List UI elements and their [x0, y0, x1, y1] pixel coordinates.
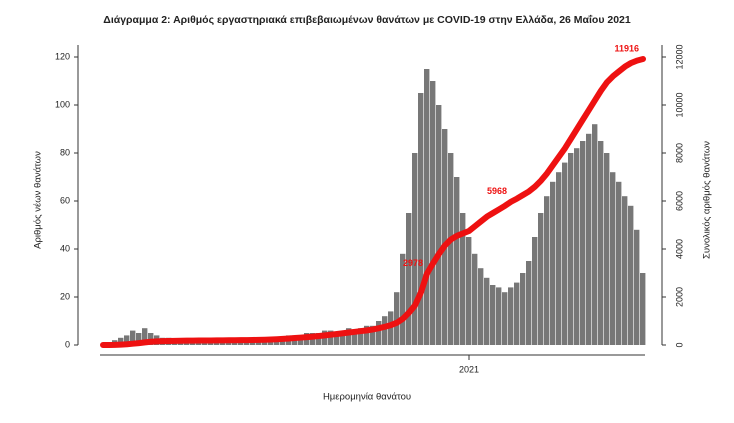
bar [124, 335, 130, 345]
bar [202, 342, 208, 345]
bar [418, 93, 424, 345]
bar [370, 325, 376, 345]
line [100, 56, 646, 348]
bar [232, 342, 238, 345]
y-tick-label: 120 [55, 51, 70, 61]
bar [526, 261, 532, 345]
bar [604, 153, 610, 345]
bar [574, 148, 580, 345]
bar [628, 205, 634, 345]
bar [412, 153, 418, 345]
x-tick-label: 2021 [459, 364, 479, 374]
x-axis-label: Ημερομηνία θανάτου [323, 392, 411, 403]
bar [484, 277, 490, 345]
bar [346, 328, 352, 345]
y-tick-label: 100 [55, 99, 70, 109]
bar [556, 172, 562, 345]
bar [568, 153, 574, 345]
bar [136, 333, 142, 345]
bar [352, 333, 358, 345]
bar [208, 342, 214, 345]
bar [226, 342, 232, 345]
y2-tick-label: 8000 [674, 143, 684, 163]
bar [454, 177, 460, 345]
bar [268, 340, 274, 345]
bar [598, 141, 604, 345]
y-tick-label: 80 [60, 147, 70, 157]
bar [538, 213, 544, 345]
bar [520, 273, 526, 345]
bar [466, 237, 472, 345]
bar [532, 237, 538, 345]
bar [220, 342, 226, 345]
y-tick-label: 40 [60, 243, 70, 253]
y2-tick-label: 10000 [674, 92, 684, 117]
bar [610, 172, 616, 345]
y-tick-label: 0 [65, 339, 70, 349]
bar [550, 181, 556, 345]
chart-title: Διάγραμμα 2: Αριθμός εργαστηριακά επιβεβ… [103, 14, 631, 26]
bar [376, 321, 382, 345]
bar [460, 213, 466, 345]
y2-axis-label: Συνολικός αριθμός θανάτων [702, 141, 713, 259]
bar [358, 328, 364, 345]
bar [592, 124, 598, 345]
bar [622, 196, 628, 345]
y2-tick-label: 12000 [674, 44, 684, 69]
bar [334, 333, 340, 345]
bar [496, 287, 502, 345]
y-tick-label: 60 [60, 195, 70, 205]
bar [364, 325, 370, 345]
bar [394, 292, 400, 345]
bar [196, 342, 202, 345]
y2-tick-label: 0 [674, 342, 684, 347]
bar [118, 337, 124, 345]
value-label: 2978 [403, 258, 423, 268]
bar [406, 213, 412, 345]
y-tick-label: 20 [60, 291, 70, 301]
bar [502, 292, 508, 345]
bar [142, 328, 148, 345]
bar [586, 133, 592, 345]
bar [184, 342, 190, 345]
bar [562, 162, 568, 345]
bar [544, 196, 550, 345]
bar [382, 316, 388, 345]
bar [190, 342, 196, 345]
value-label: 11916 [614, 43, 639, 53]
y-axis-label: Αριθμός νέων θανάτων [33, 151, 44, 249]
bar [340, 330, 346, 345]
bar [514, 282, 520, 345]
bar [214, 342, 220, 345]
bar [472, 253, 478, 345]
bar [400, 253, 406, 345]
bar [616, 181, 622, 345]
bar [430, 81, 436, 345]
bar [442, 129, 448, 345]
bar [244, 342, 250, 345]
bar [436, 105, 442, 345]
bar [130, 330, 136, 345]
bar [448, 153, 454, 345]
bar [478, 268, 484, 345]
bar [424, 69, 430, 345]
y2-tick-label: 4000 [674, 239, 684, 259]
value-label: 5968 [487, 186, 507, 196]
bar [508, 287, 514, 345]
y2-tick-label: 6000 [674, 191, 684, 211]
y2-tick-label: 2000 [674, 287, 684, 307]
bar [580, 141, 586, 345]
bar [640, 273, 646, 345]
bar [634, 229, 640, 345]
bar [490, 285, 496, 345]
bar [238, 342, 244, 345]
bar [328, 330, 334, 345]
